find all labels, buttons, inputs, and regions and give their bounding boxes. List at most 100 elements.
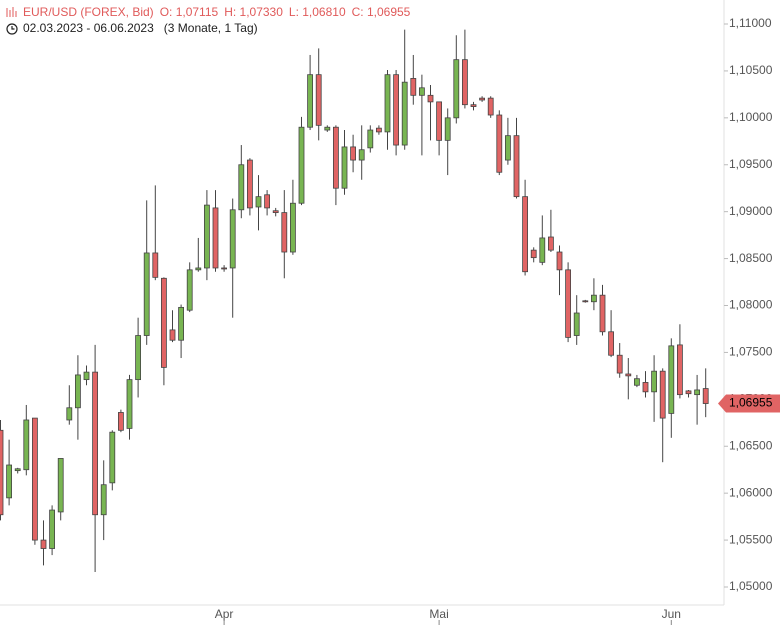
candle-body xyxy=(57,458,64,513)
candle-body xyxy=(341,146,348,189)
x-tick-label: Mai xyxy=(429,607,448,621)
candle-body xyxy=(281,212,288,253)
last-price-tag xyxy=(718,394,780,413)
last-price-label: 1,06955 xyxy=(729,396,773,410)
header-line: EUR/USD (FOREX, Bid) O: 1,07115 H: 1,07330… xyxy=(23,5,411,19)
candle-body xyxy=(40,539,47,549)
candle-body xyxy=(384,74,391,133)
candle-body xyxy=(203,204,210,269)
candle-body xyxy=(143,252,150,336)
candle-body xyxy=(324,126,331,131)
candle-body xyxy=(367,129,374,149)
candle-body xyxy=(513,135,520,198)
candle-body xyxy=(92,371,98,516)
candle-body xyxy=(126,379,133,429)
candle-body xyxy=(32,417,38,541)
candle-body xyxy=(702,388,709,404)
candle-body xyxy=(582,300,589,303)
candle-body xyxy=(23,419,30,471)
y-tick-label: 1,09000 xyxy=(729,204,773,218)
y-tick-label: 1,10000 xyxy=(729,110,773,124)
y-tick-label: 1,08500 xyxy=(729,251,773,265)
ohlc-label: C: 1,06955 xyxy=(352,5,411,19)
candle-body xyxy=(565,269,571,338)
candle-body xyxy=(0,429,4,516)
candle-body xyxy=(470,104,477,107)
x-tick-label: Apr xyxy=(215,607,234,621)
candle-body xyxy=(14,468,21,472)
candle-body xyxy=(634,378,640,386)
y-tick-label: 1,11000 xyxy=(729,16,772,30)
candle-body xyxy=(289,202,296,253)
candle-body xyxy=(350,146,357,161)
candle-body xyxy=(221,267,228,270)
candle-body xyxy=(461,59,468,106)
candle-body xyxy=(66,407,73,421)
y-tick-label: 1,07500 xyxy=(729,345,773,359)
candle-body xyxy=(479,97,486,101)
candle-body xyxy=(548,236,554,251)
clock-icon xyxy=(6,23,18,35)
candle-body xyxy=(100,484,107,516)
y-tick-label: 1,09500 xyxy=(729,157,773,171)
candle-body xyxy=(169,329,176,341)
candle-body xyxy=(556,251,563,271)
y-tick-label: 1,05500 xyxy=(729,532,773,546)
candle-body xyxy=(573,312,580,336)
clock-hands xyxy=(11,26,15,30)
candle-body xyxy=(83,371,90,381)
candle-body xyxy=(418,87,425,96)
candle-body xyxy=(427,94,434,103)
candle-body xyxy=(229,209,236,269)
candle-body xyxy=(677,344,683,396)
candle-body xyxy=(298,126,305,204)
candle-body xyxy=(246,159,253,209)
candle-body xyxy=(186,269,193,311)
candle-body xyxy=(109,431,116,484)
y-tick-label: 1,06500 xyxy=(729,438,773,452)
candle-body xyxy=(401,81,408,146)
candle-body xyxy=(453,59,460,119)
candle-body xyxy=(264,194,271,209)
candle-body xyxy=(616,354,623,374)
candle-body xyxy=(6,464,12,499)
candle-body xyxy=(530,249,537,259)
candle-body xyxy=(496,114,503,173)
candle-body xyxy=(444,117,451,141)
ohlc-label: O: 1,07115 xyxy=(160,5,219,19)
candle-body xyxy=(642,382,649,393)
y-tick-label: 1,10500 xyxy=(729,63,773,77)
ohlc-label: L: 1,06810 xyxy=(289,5,346,19)
candle-body xyxy=(591,294,597,303)
candle-body xyxy=(307,74,314,128)
candle-body xyxy=(436,101,443,141)
candle-body xyxy=(393,74,400,146)
period: 02.03.2023 - 06.06.2023 xyxy=(23,21,154,35)
candle-body xyxy=(49,509,55,549)
y-tick-label: 1,06000 xyxy=(729,485,773,499)
candle-body xyxy=(685,390,692,395)
candle-body xyxy=(178,306,185,341)
chart-title: EUR/USD (FOREX, Bid) xyxy=(23,5,154,19)
candle-body xyxy=(668,345,675,414)
candle-body xyxy=(625,373,632,377)
candle-body xyxy=(75,374,81,409)
ohlc-label: H: 1,07330 xyxy=(224,5,283,19)
candle-body xyxy=(118,412,124,431)
header: EUR/USD (FOREX, Bid) O: 1,07115 H: 1,07330… xyxy=(6,5,411,35)
candle-body xyxy=(332,126,339,189)
candle-body xyxy=(160,277,167,368)
candle-body xyxy=(358,149,365,161)
candle-body xyxy=(195,267,202,271)
candle-body xyxy=(135,335,142,381)
candle-body xyxy=(315,74,322,126)
candle-body xyxy=(659,370,666,419)
candle-body xyxy=(255,196,262,208)
y-tick-label: 1,05000 xyxy=(729,579,773,593)
x-tick-label: Jun xyxy=(662,607,681,621)
chart-icon xyxy=(6,7,17,17)
candle-body xyxy=(487,97,494,116)
candle-body xyxy=(238,164,245,211)
